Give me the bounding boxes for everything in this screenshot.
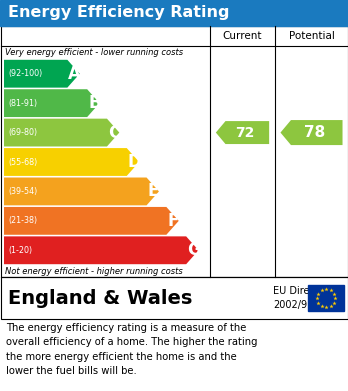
Text: B: B (88, 94, 101, 112)
Polygon shape (280, 120, 342, 145)
Text: 78: 78 (303, 125, 325, 140)
Polygon shape (4, 60, 80, 88)
Text: Energy Efficiency Rating: Energy Efficiency Rating (8, 5, 229, 20)
Text: A: A (68, 65, 81, 83)
Polygon shape (4, 148, 139, 176)
Bar (0, 0, 348, 26)
Polygon shape (4, 207, 179, 235)
Text: Not energy efficient - higher running costs: Not energy efficient - higher running co… (5, 267, 183, 276)
Polygon shape (216, 121, 269, 144)
Text: The energy efficiency rating is a measure of the
overall efficiency of a home. T: The energy efficiency rating is a measur… (6, 323, 258, 376)
Bar (0, 277, 348, 319)
Text: (39-54): (39-54) (8, 187, 37, 196)
Polygon shape (4, 178, 159, 205)
Text: G: G (187, 241, 201, 259)
Text: (1-20): (1-20) (8, 246, 32, 255)
Text: E: E (148, 183, 159, 201)
Bar (308, 285, 344, 311)
Text: 72: 72 (235, 126, 255, 140)
Text: F: F (167, 212, 179, 230)
Bar (0, 26, 348, 277)
Text: Current: Current (223, 31, 262, 41)
Text: Very energy efficient - lower running costs: Very energy efficient - lower running co… (5, 48, 183, 57)
Text: (69-80): (69-80) (8, 128, 37, 137)
Text: (92-100): (92-100) (8, 69, 42, 78)
Text: England & Wales: England & Wales (8, 289, 192, 307)
Text: (81-91): (81-91) (8, 99, 37, 108)
Polygon shape (4, 89, 100, 117)
Polygon shape (4, 237, 198, 264)
Text: C: C (108, 124, 120, 142)
Text: (55-68): (55-68) (8, 158, 37, 167)
Polygon shape (4, 118, 119, 147)
Text: (21-38): (21-38) (8, 216, 37, 225)
Text: D: D (128, 153, 142, 171)
Text: Potential: Potential (288, 31, 334, 41)
Text: EU Directive
2002/91/EC: EU Directive 2002/91/EC (273, 286, 333, 310)
